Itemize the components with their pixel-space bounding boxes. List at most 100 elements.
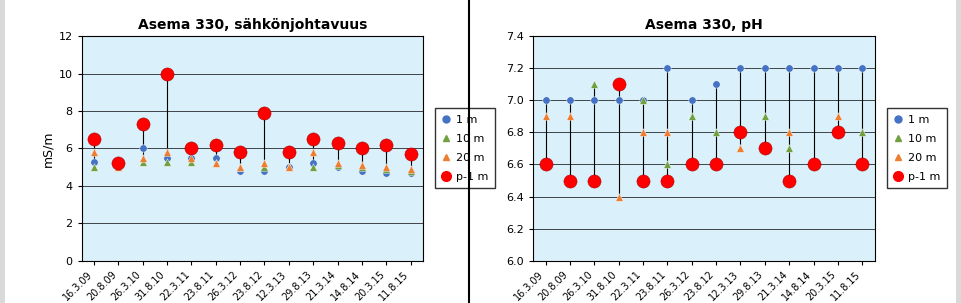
Point [659, 130, 675, 135]
Point [330, 141, 345, 145]
Point [806, 66, 822, 71]
Point [282, 165, 297, 170]
Point [184, 155, 199, 160]
Point [659, 66, 675, 71]
Point [830, 66, 846, 71]
Point [257, 168, 272, 173]
Point [611, 194, 627, 199]
Point [635, 130, 651, 135]
Point [781, 178, 797, 183]
Point [135, 155, 150, 160]
Point [757, 114, 773, 119]
Point [111, 165, 126, 170]
Point [635, 178, 651, 183]
Point [379, 167, 394, 171]
Point [233, 165, 248, 170]
Point [379, 142, 394, 147]
Point [184, 146, 199, 151]
Point [708, 82, 724, 87]
Point [781, 130, 797, 135]
Point [403, 170, 418, 175]
Point [806, 162, 822, 167]
Point [233, 168, 248, 173]
Point [330, 165, 345, 170]
Point [257, 111, 272, 115]
Point [733, 66, 749, 71]
Point [708, 162, 724, 167]
Point [282, 150, 297, 155]
Point [282, 165, 297, 170]
Point [806, 162, 822, 167]
Point [330, 161, 345, 166]
Point [306, 165, 321, 170]
Point [708, 162, 724, 167]
Point [135, 122, 150, 127]
Point [257, 161, 272, 166]
Point [160, 150, 175, 155]
Point [733, 130, 749, 135]
Point [403, 168, 418, 173]
Point [306, 137, 321, 142]
Point [160, 155, 175, 160]
Point [854, 66, 870, 71]
Point [684, 162, 700, 167]
Point [708, 130, 724, 135]
Point [111, 165, 126, 170]
Point [355, 168, 370, 173]
Point [854, 162, 870, 167]
Point [306, 150, 321, 155]
Point [355, 163, 370, 168]
Point [538, 162, 554, 167]
Point [330, 163, 345, 168]
Point [282, 165, 297, 170]
Point [830, 130, 846, 135]
Point [135, 146, 150, 151]
Point [684, 162, 700, 167]
Point [208, 161, 223, 166]
Point [257, 165, 272, 170]
Point [403, 167, 418, 171]
Point [684, 98, 700, 103]
Point [611, 98, 627, 103]
Point [403, 152, 418, 157]
Point [611, 82, 627, 87]
Point [781, 146, 797, 151]
Point [854, 130, 870, 135]
Point [830, 130, 846, 135]
Title: Asema 330, pH: Asema 330, pH [645, 18, 763, 32]
Point [586, 98, 602, 103]
Legend: 1 m, 10 m, 20 m, p-1 m: 1 m, 10 m, 20 m, p-1 m [887, 108, 947, 188]
Point [233, 165, 248, 170]
Point [135, 159, 150, 164]
Point [86, 137, 102, 142]
Point [854, 162, 870, 167]
Point [86, 150, 102, 155]
Point [757, 66, 773, 71]
Point [184, 159, 199, 164]
Point [611, 82, 627, 87]
Point [586, 178, 602, 183]
Point [684, 114, 700, 119]
Point [733, 146, 749, 151]
Point [355, 165, 370, 170]
Point [635, 98, 651, 103]
Point [111, 161, 126, 166]
Point [233, 150, 248, 155]
Point [562, 178, 578, 183]
Legend: 1 m, 10 m, 20 m, p-1 m: 1 m, 10 m, 20 m, p-1 m [435, 108, 495, 188]
Point [208, 161, 223, 166]
Point [733, 146, 749, 151]
Point [379, 170, 394, 175]
Point [86, 165, 102, 170]
Point [659, 178, 675, 183]
Point [538, 114, 554, 119]
Y-axis label: mS/m: mS/m [41, 130, 55, 167]
Point [781, 66, 797, 71]
Point [306, 161, 321, 166]
Point [208, 142, 223, 147]
Point [184, 155, 199, 160]
Point [562, 114, 578, 119]
Point [160, 159, 175, 164]
Point [538, 98, 554, 103]
Point [208, 155, 223, 160]
